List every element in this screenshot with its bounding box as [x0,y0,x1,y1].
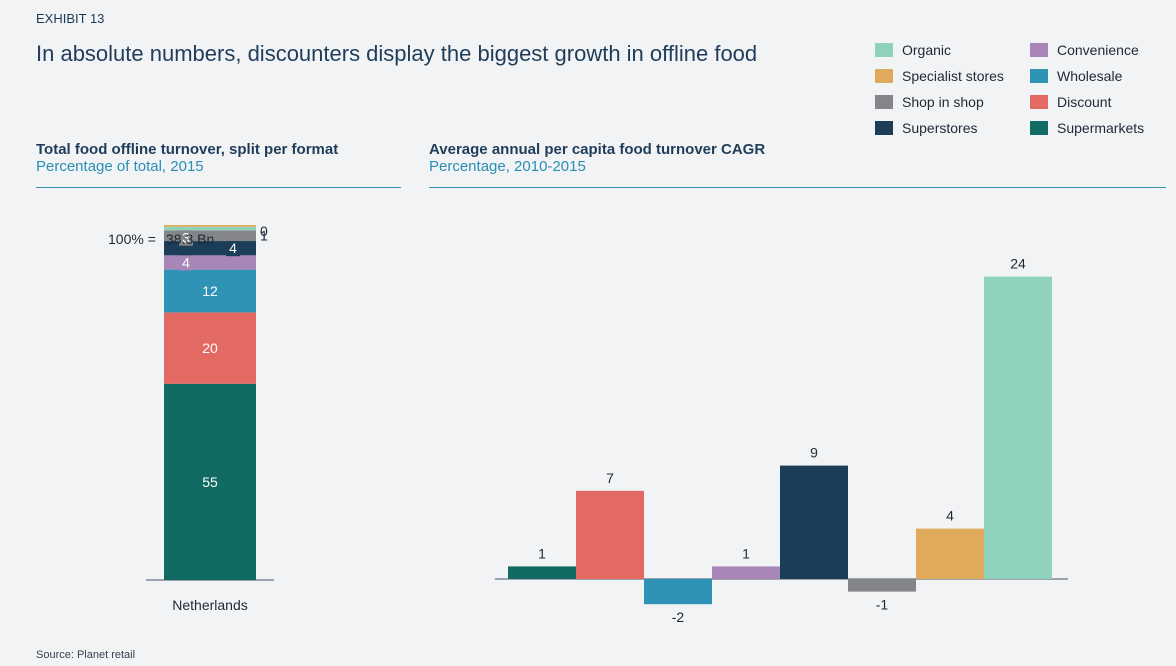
stack-segment-convenience [164,255,256,270]
cagr-label-specialist-stores: 4 [946,508,954,524]
legend-item-wholesale: Wholesale [1030,68,1122,84]
stack-segment-supermarkets [164,383,256,580]
cagr-label-wholesale: -2 [672,609,685,625]
cagr-bar-organic [984,276,1052,579]
stack-label-discount: 20 [202,340,218,356]
legend-label: Specialist stores [902,68,1004,84]
chart-title: In absolute numbers, discounters display… [36,41,758,66]
stack-segment-specialist-stores [164,225,256,227]
left-panel-header: Total food offline turnover, split per f… [36,141,338,175]
cagr-bar-supermarkets [508,566,576,579]
source-note: Source: Planet retail [36,649,136,661]
cagr-label-supermarkets: 1 [538,545,546,561]
cagr-bar-superstores [780,465,848,579]
cagr-bar-shop-in-shop [848,579,916,592]
stack-segment-shop-in-shop [164,230,256,242]
stack-segment-discount [164,312,256,384]
stack-label-superstores: 4 [229,240,237,256]
total-label: 100% = [108,231,156,247]
cagr-label-superstores: 9 [810,445,818,461]
legend-swatch [1030,121,1048,135]
stack-label-supermarkets: 55 [202,474,218,490]
cagr-label-shop-in-shop: -1 [876,597,889,613]
left-panel-subtitle: Percentage of total, 2015 [36,158,204,175]
cagr-bar-wholesale [644,579,712,605]
legend-item-discount: Discount [1030,94,1111,110]
cagr-bar-convenience [712,566,780,579]
left-panel-rule [36,187,401,188]
category-label-netherlands: Netherlands [172,597,248,613]
stack-segment-wholesale [164,269,256,313]
legend-swatch [1030,95,1048,109]
legend-item-specialist-stores: Specialist stores [875,68,1004,84]
legend-swatch [875,43,893,57]
right-panel-subtitle: Percentage, 2010-2015 [429,158,586,175]
legend-item-shop-in-shop: Shop in shop [875,94,984,110]
legend-label: Wholesale [1057,68,1123,84]
cagr-label-discount: 7 [606,470,614,486]
legend-label: Convenience [1057,42,1139,58]
stack-label-box [179,254,193,271]
legend-item-supermarkets: Supermarkets [1030,120,1144,136]
legend-label: Supermarkets [1057,120,1145,136]
stack-label-organic: 1 [260,228,268,244]
legend-swatch [875,95,893,109]
legend-item-superstores: Superstores [875,120,977,136]
legend-swatch [875,69,893,83]
right-panel-title: Average annual per capita food turnover … [429,141,766,158]
cagr-bar-chart: 1 7 -2 1 9 -1 4 24 [495,256,1068,625]
legend-swatch [1030,43,1048,57]
legend-swatch [1030,69,1048,83]
left-panel-title: Total food offline turnover, split per f… [36,141,339,158]
total-value: 38.3 Bn [166,231,214,247]
legend-label: Discount [1057,94,1112,110]
cagr-label-organic: 24 [1010,256,1026,272]
legend-swatch [875,121,893,135]
legend-label: Shop in shop [902,94,984,110]
stack-label-shop-in-shop: 3 [182,230,190,246]
cagr-bar-specialist-stores [916,528,984,579]
cagr-label-convenience: 1 [742,545,750,561]
stack-label-wholesale: 12 [202,283,218,299]
stack-label-box [226,240,240,257]
stack-label-specialist-stores: 0 [260,223,268,239]
stack-segment-organic [164,226,256,231]
right-panel-rule [429,187,1166,188]
stack-label-convenience: 4 [182,254,190,270]
legend-item-organic: Organic [875,42,951,58]
legend-item-convenience: Convenience [1030,42,1139,58]
exhibit-number: EXHIBIT 13 [36,11,105,26]
cagr-bar-discount [576,490,644,579]
legend-label: Superstores [902,120,978,136]
right-panel-header: Average annual per capita food turnover … [429,141,765,175]
stack-label-box [179,229,193,246]
legend-label: Organic [902,42,952,58]
stacked-bar-chart: 55 20 12 4 4 3 10 100% = 38.3 Bn Netherlands [108,223,274,613]
